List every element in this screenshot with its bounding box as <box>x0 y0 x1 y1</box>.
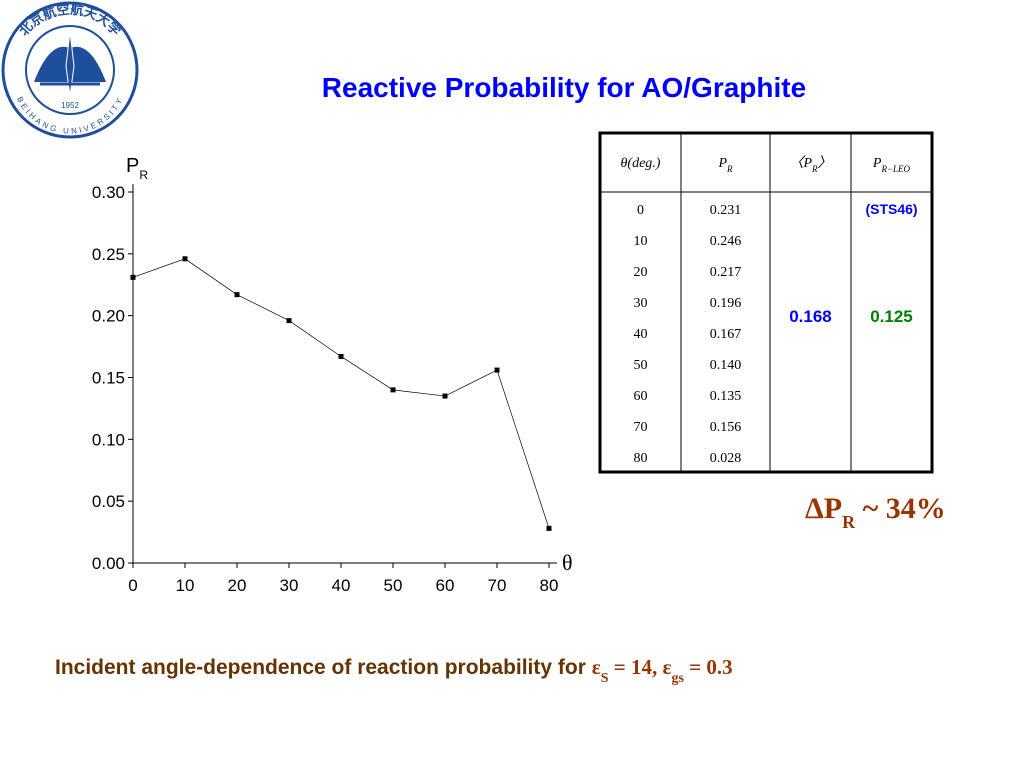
table-cell: 0.196 <box>710 296 742 311</box>
table-cell: 10 <box>634 234 648 249</box>
data-point <box>130 274 136 280</box>
table-cell: 0.028 <box>710 451 742 466</box>
subscript: R <box>811 164 818 174</box>
text-part: 〈P <box>789 155 812 171</box>
caption: Incident angle-dependence of reaction pr… <box>55 655 733 686</box>
table-cell: 0.246 <box>710 234 742 249</box>
x-tick-label: 10 <box>176 576 195 595</box>
table-cell: 0.167 <box>710 327 742 342</box>
x-tick-label: 20 <box>228 576 247 595</box>
logo-year: 1952 <box>61 101 79 110</box>
table-mean: 0.168 <box>789 307 832 326</box>
table-cell: 0.217 <box>710 265 742 280</box>
table-header: PR <box>717 156 733 174</box>
table-border <box>598 131 934 474</box>
x-axis-label: θ <box>562 550 573 575</box>
y-tick-label: 0.10 <box>92 430 125 449</box>
data-point <box>546 525 552 531</box>
text-part: P <box>717 156 727 171</box>
delta-note: ΔPR ~ 34% <box>805 492 946 532</box>
y-axis-label: PR <box>126 155 148 182</box>
subscript: R <box>726 164 733 174</box>
table-cell: 0.135 <box>710 389 742 404</box>
table-cell: 70 <box>634 420 648 435</box>
data-point <box>286 318 292 324</box>
table-leo: 0.125 <box>870 307 913 326</box>
text-part: P <box>872 156 882 171</box>
x-tick-label: 70 <box>488 576 507 595</box>
x-tick-label: 40 <box>332 576 351 595</box>
subscript: R <box>139 168 148 182</box>
text-part: ~ 34% <box>855 492 946 525</box>
text-part: P <box>126 155 139 177</box>
table-cell: 0.140 <box>710 358 742 373</box>
text-part: ΔP <box>805 492 842 525</box>
table-cell: 20 <box>634 265 648 280</box>
x-tick-label: 50 <box>384 576 403 595</box>
subscript: R−LEO <box>880 164 910 174</box>
subscript: gs <box>671 671 684 686</box>
y-tick-label: 0.30 <box>92 183 125 202</box>
x-tick-label: 30 <box>280 576 299 595</box>
table-header: θ(deg.) <box>621 156 661 171</box>
caption-equation: εS = 14, εgs = 0.3 <box>592 655 733 686</box>
y-tick-label: 0.05 <box>92 492 125 511</box>
text-part: (deg.) <box>627 156 660 171</box>
x-tick-label: 0 <box>128 576 137 595</box>
y-tick-label: 0.15 <box>92 369 125 388</box>
data-point <box>182 256 188 262</box>
table-cell: 0.156 <box>710 420 742 435</box>
table-leo-note: (STS46) <box>865 201 917 217</box>
table-cell: 0.231 <box>710 203 742 218</box>
data-point <box>234 292 240 298</box>
chart: 0.00 0.05 0.10 0.15 0.20 0.25 0.30 0 10 20 30 40 50 6… <box>92 155 573 595</box>
table-header: 〈PR〉 <box>789 155 831 174</box>
x-tick-label: 80 <box>540 576 559 595</box>
y-tick-label: 0.00 <box>92 554 125 573</box>
x-tick-label: 60 <box>436 576 455 595</box>
data-point <box>494 367 500 373</box>
data-point <box>338 353 344 359</box>
subscript: S <box>601 671 609 686</box>
y-tick-label: 0.20 <box>92 307 125 326</box>
data-point <box>442 393 448 399</box>
logo: 北京航空航天大学 BEIHANG UNIVERSITY 1952 <box>1 1 139 139</box>
table-cell: 40 <box>634 327 648 342</box>
text-part: = 14, ε <box>609 655 672 679</box>
slide-title: Reactive Probability for AO/Graphite <box>322 72 806 103</box>
table-header: PR−LEO <box>872 156 911 174</box>
text-part: 〉 <box>818 155 832 171</box>
data-point <box>390 387 396 393</box>
table-cell: 50 <box>634 358 648 373</box>
text-part: ε <box>592 655 601 679</box>
table-cell: 80 <box>634 451 648 466</box>
text-part: θ <box>621 156 628 171</box>
y-tick-label: 0.25 <box>92 245 125 264</box>
text-part: = 0.3 <box>684 655 733 679</box>
subscript: R <box>842 512 856 532</box>
table-cell: 30 <box>634 296 648 311</box>
table-cell: 0 <box>637 203 644 218</box>
data-line <box>132 258 550 529</box>
caption-text: Incident angle-dependence of reaction pr… <box>55 656 592 679</box>
table-cell: 60 <box>634 389 648 404</box>
